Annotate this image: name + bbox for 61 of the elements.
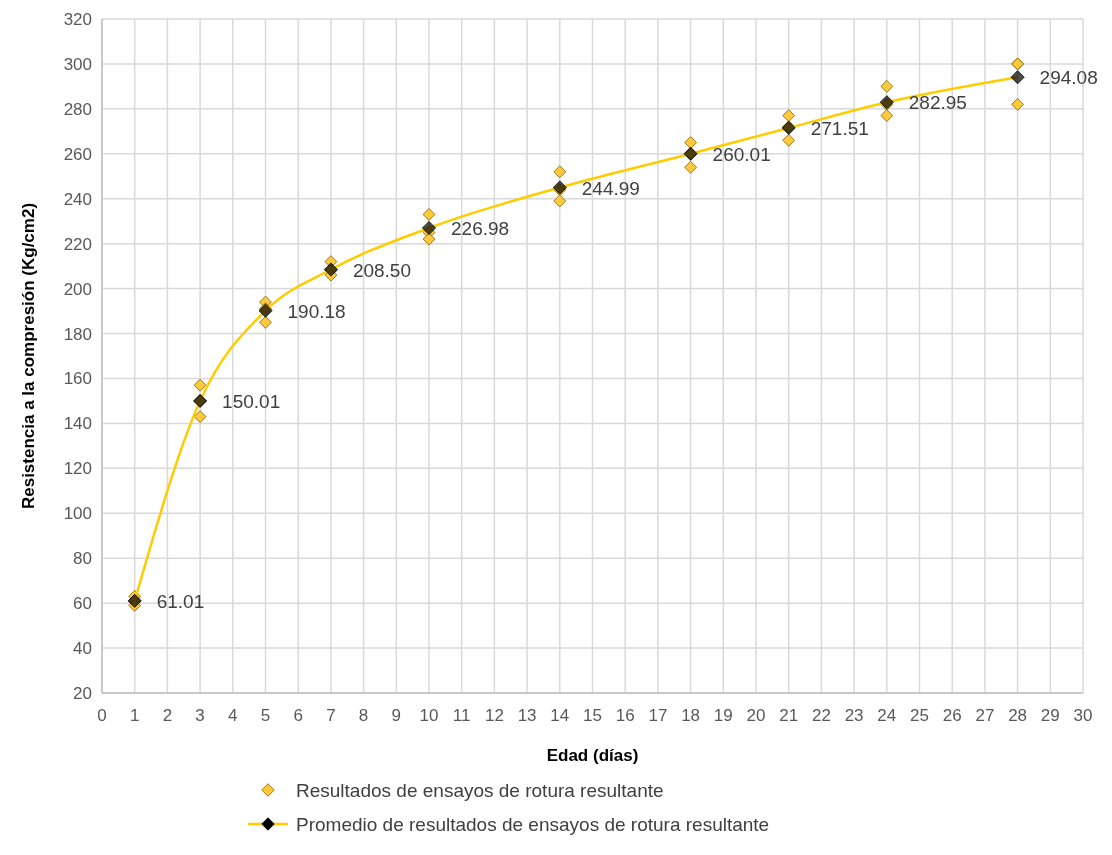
x-tick-label: 17 bbox=[648, 706, 668, 725]
x-tick-label: 8 bbox=[358, 706, 369, 725]
x-tick-label: 14 bbox=[550, 706, 570, 725]
x-tick-label: 10 bbox=[419, 706, 439, 725]
data-label: 61.01 bbox=[156, 590, 205, 612]
y-tick-label: 140 bbox=[63, 414, 92, 434]
x-tick-label: 12 bbox=[484, 706, 504, 725]
y-tick-label: 60 bbox=[73, 594, 92, 614]
y-tick-label: 260 bbox=[63, 144, 92, 164]
x-tick-label: 21 bbox=[779, 706, 799, 725]
data-label: 294.08 bbox=[1039, 67, 1098, 89]
x-tick-label: 6 bbox=[293, 706, 303, 725]
x-tick-label: 2 bbox=[162, 706, 173, 725]
x-tick-label: 18 bbox=[681, 706, 701, 725]
x-tick-label: 25 bbox=[910, 706, 929, 725]
x-axis-title: Edad (días) bbox=[546, 746, 639, 765]
x-tick-label: 28 bbox=[1008, 706, 1028, 725]
x-tick-label: 3 bbox=[195, 706, 205, 725]
x-tick-label: 26 bbox=[942, 706, 962, 725]
data-label: 208.50 bbox=[352, 259, 412, 281]
x-tick-label: 7 bbox=[326, 706, 336, 725]
x-tick-label: 19 bbox=[713, 706, 733, 725]
x-tick-label: 13 bbox=[517, 706, 537, 725]
y-tick-label: 300 bbox=[63, 54, 92, 74]
y-tick-label: 280 bbox=[63, 99, 92, 119]
x-tick-label: 24 bbox=[877, 706, 897, 725]
legend-label: Resultados de ensayos de rotura resultante bbox=[296, 780, 664, 801]
y-tick-label: 160 bbox=[63, 369, 92, 389]
x-tick-label: 20 bbox=[746, 706, 766, 725]
x-tick-label: 11 bbox=[452, 706, 471, 725]
data-label: 226.98 bbox=[451, 217, 510, 239]
y-tick-label: 80 bbox=[73, 549, 92, 569]
x-tick-label: 0 bbox=[97, 706, 107, 725]
x-tick-label: 16 bbox=[615, 706, 635, 725]
legend-label: Promedio de resultados de ensayos de rotura resultante bbox=[296, 814, 770, 835]
y-tick-label: 220 bbox=[63, 234, 92, 254]
x-tick-label: 9 bbox=[391, 706, 402, 725]
data-label: 282.95 bbox=[908, 92, 967, 114]
y-tick-label: 240 bbox=[63, 189, 92, 209]
x-tick-label: 22 bbox=[811, 706, 831, 725]
y-tick-label: 180 bbox=[63, 324, 92, 344]
data-label: 260.01 bbox=[712, 143, 771, 165]
y-tick-label: 120 bbox=[63, 459, 92, 479]
x-tick-label: 27 bbox=[975, 706, 995, 725]
data-label: 150.01 bbox=[222, 390, 281, 412]
y-axis-title: Resistencia a la compresión (Kg/cm2) bbox=[19, 202, 38, 510]
data-label: 244.99 bbox=[581, 177, 640, 199]
x-tick-label: 4 bbox=[228, 706, 238, 725]
x-tick-label: 1 bbox=[129, 706, 140, 725]
x-tick-label: 5 bbox=[260, 706, 271, 725]
data-label: 271.51 bbox=[810, 117, 869, 139]
x-tick-label: 15 bbox=[583, 706, 602, 725]
y-tick-label: 320 bbox=[63, 10, 92, 29]
data-label: 190.18 bbox=[287, 300, 346, 322]
x-tick-label: 29 bbox=[1040, 706, 1060, 725]
x-tick-label: 30 bbox=[1073, 706, 1093, 725]
y-tick-label: 200 bbox=[63, 279, 92, 299]
x-tick-label: 23 bbox=[844, 706, 864, 725]
y-tick-label: 20 bbox=[73, 684, 92, 703]
y-tick-label: 40 bbox=[73, 639, 92, 659]
y-tick-label: 100 bbox=[63, 504, 92, 524]
